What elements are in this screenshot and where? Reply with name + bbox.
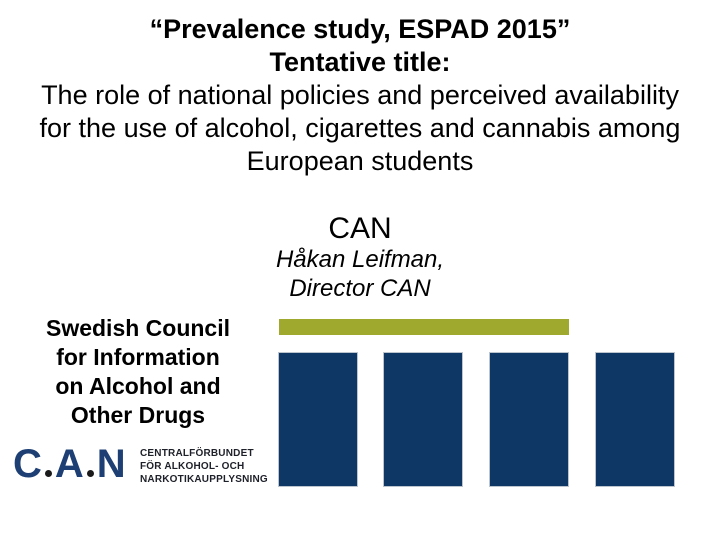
- title-line-4: for the use of alcohol, cigarettes and c…: [39, 113, 681, 143]
- pillar-bar: [383, 352, 463, 487]
- logo-caption-line: FÖR ALKOHOL- OCH: [140, 461, 245, 472]
- logo-caption-line: CENTRALFÖRBUNDET: [140, 448, 254, 459]
- logo-letter: A: [54, 442, 84, 486]
- speaker-role: Director CAN: [289, 275, 431, 302]
- pillar-bar: [489, 352, 569, 487]
- pillar-bar: [595, 352, 675, 487]
- title-line-5: European students: [246, 146, 474, 176]
- org-name-block: Swedish Council for Information on Alcoh…: [28, 314, 248, 430]
- banner-bar: [279, 319, 569, 335]
- logo-dot-icon: [44, 470, 52, 477]
- pillar-bar: [278, 352, 358, 487]
- org-name-line: on Alcohol and: [55, 373, 221, 399]
- speaker-org: CAN: [328, 212, 392, 245]
- title-line-3: The role of national policies and percei…: [41, 80, 679, 110]
- org-name-line: for Information: [56, 344, 220, 370]
- logo-letter: N: [96, 442, 126, 486]
- speaker-block: CAN Håkan Leifman, Director CAN: [0, 212, 720, 303]
- org-name-line: Swedish Council: [45, 315, 231, 341]
- title-line-1: “Prevalence study, ESPAD 2015”: [149, 14, 571, 44]
- logo-dot-icon: [86, 470, 94, 477]
- title-line-2: Tentative title:: [269, 47, 451, 77]
- slide-title-block: “Prevalence study, ESPAD 2015” Tentative…: [6, 13, 714, 178]
- speaker-name: Håkan Leifman,: [275, 246, 445, 273]
- org-name-line: Other Drugs: [70, 402, 206, 428]
- logo-letter: C: [13, 442, 42, 486]
- can-logo-caption: CENTRALFÖRBUNDET FÖR ALKOHOL- OCH NARKOT…: [140, 447, 268, 486]
- logo-caption-line: NARKOTIKAUPPLYSNING: [140, 474, 268, 485]
